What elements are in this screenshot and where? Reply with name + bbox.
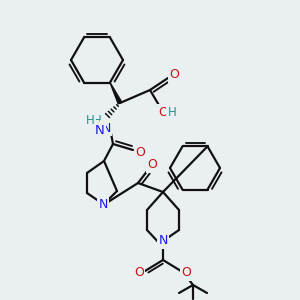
Text: N: N — [158, 235, 168, 248]
Text: O: O — [134, 266, 144, 280]
Text: O: O — [134, 266, 144, 280]
Text: N: N — [98, 197, 108, 211]
Text: O: O — [135, 146, 145, 158]
Text: H: H — [93, 113, 101, 127]
Polygon shape — [110, 82, 122, 104]
Text: N: N — [101, 122, 111, 134]
Text: O: O — [169, 68, 179, 82]
Text: N: N — [95, 124, 105, 136]
Text: O: O — [147, 158, 157, 172]
Text: N: N — [98, 197, 108, 211]
Text: O: O — [181, 266, 191, 280]
Text: H: H — [85, 113, 94, 127]
Text: O: O — [135, 146, 145, 158]
Text: H: H — [168, 106, 176, 118]
Text: O: O — [158, 106, 168, 118]
Text: O: O — [158, 106, 168, 118]
Text: H: H — [168, 106, 176, 118]
Text: O: O — [147, 158, 157, 172]
Text: O: O — [181, 266, 191, 280]
Text: O: O — [169, 68, 179, 82]
Text: N: N — [158, 235, 168, 248]
